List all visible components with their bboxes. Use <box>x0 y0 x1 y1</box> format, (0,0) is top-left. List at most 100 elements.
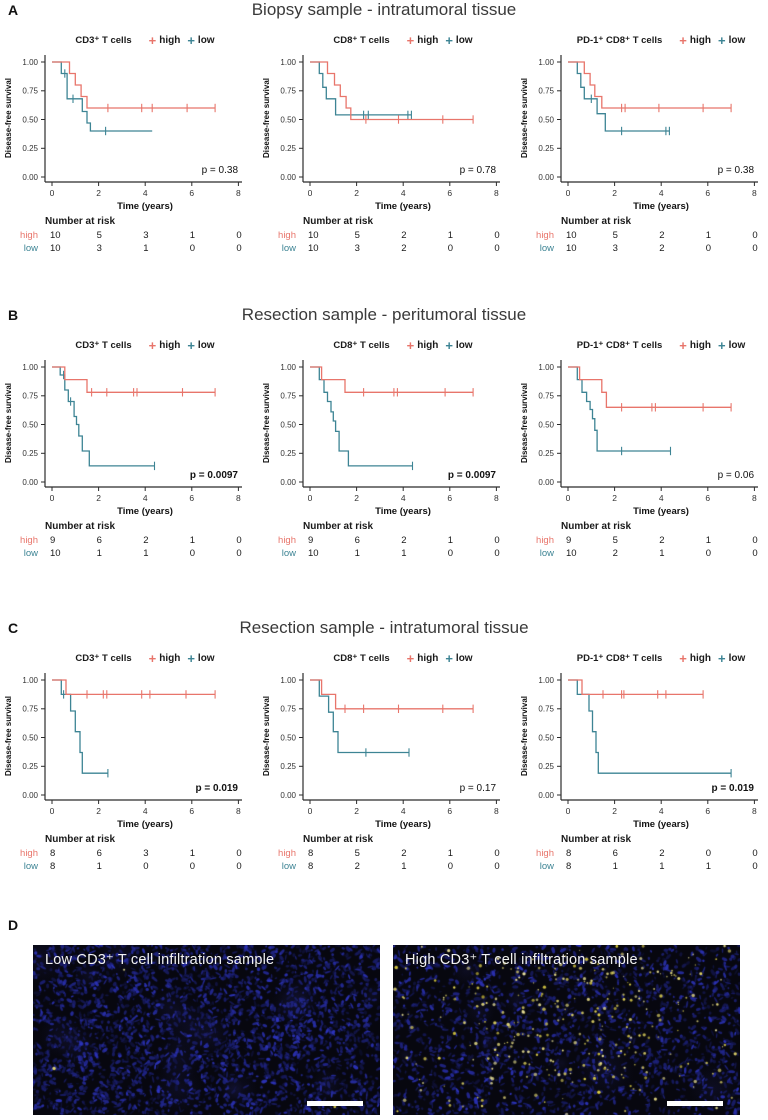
km-curve-low <box>310 679 409 754</box>
km-curve-low <box>568 679 732 774</box>
risk-table-title: Number at risk <box>45 834 116 845</box>
risk-count: 1 <box>659 548 665 559</box>
y-tick-label: 0.75 <box>280 392 296 401</box>
risk-count: 3 <box>143 848 149 859</box>
y-tick-label: 1.00 <box>280 363 296 372</box>
legend-label-high: high <box>689 652 711 664</box>
risk-count: 1 <box>96 861 102 872</box>
km-plot: 1.00 0.75 0.50 0.25 0.00 Disease-free surviva… <box>4 360 242 517</box>
panel-title: Biopsy sample - intratumoral tissue <box>251 0 517 19</box>
x-tick-label: 8 <box>236 493 241 503</box>
x-tick-label: 6 <box>189 806 194 816</box>
censor-plus-icon-low: + <box>717 32 726 48</box>
km-subplot: CD8⁺ T cells + high + low 1.00 0.75 0.50 0.25 0.0… <box>260 30 504 256</box>
y-tick-label: 1.00 <box>538 58 554 67</box>
fluorescence-image-high <box>393 945 740 1115</box>
y-tick-label: 0.50 <box>22 733 38 742</box>
plot-title: CD8⁺ T cells <box>333 652 390 664</box>
risk-row-low: low 10 1 1 0 0 <box>260 548 504 561</box>
p-value-label: p = 0.06 <box>718 470 755 481</box>
risk-count: 1 <box>447 535 454 546</box>
km-curve-high <box>310 679 474 710</box>
risk-count: 8 <box>50 848 56 859</box>
risk-table-title: Number at risk <box>303 521 374 532</box>
risk-count: 1 <box>354 548 360 559</box>
panel-c: C Resection sample - intratumoral tissue C… <box>0 618 768 874</box>
risk-count: 0 <box>189 243 196 254</box>
x-tick-label: 8 <box>494 806 499 816</box>
risk-count: 10 <box>308 230 319 241</box>
p-value-label: p = 0.38 <box>718 165 755 176</box>
censor-plus-icon-high: + <box>679 650 687 666</box>
censor-plus-icon-high: + <box>679 337 687 353</box>
x-tick-label: 0 <box>566 493 571 503</box>
risk-count: 5 <box>96 230 102 241</box>
km-plot: 1.00 0.75 0.50 0.25 0.00 Disease-free surviva… <box>4 55 242 212</box>
censor-plus-icon-low: + <box>187 337 195 353</box>
risk-count: 2 <box>659 535 665 546</box>
x-tick-label: 8 <box>236 806 241 816</box>
risk-count: 8 <box>566 861 572 872</box>
x-axis-title: Time (years) <box>375 201 431 212</box>
risk-count: 1 <box>705 535 712 546</box>
risk-row-high: high 10 5 2 1 0 <box>518 230 762 243</box>
risk-count: 1 <box>659 861 665 872</box>
km-subplot: PD-1⁺ CD8⁺ T cells + high + low 1.00 0.75 0.50 0… <box>518 648 762 874</box>
risk-row-label-low: low <box>23 548 38 559</box>
p-value-label: p = 0.019 <box>195 783 238 794</box>
censor-plus-icon-high: + <box>406 650 415 666</box>
risk-row-low: low 10 3 2 0 0 <box>260 243 504 256</box>
risk-count: 0 <box>752 848 758 859</box>
legend-label-high: high <box>417 34 439 46</box>
risk-count: 1 <box>189 848 196 859</box>
risk-count: 0 <box>752 548 758 559</box>
km-curve-high <box>52 61 216 109</box>
x-tick-label: 0 <box>50 493 55 503</box>
y-tick-label: 0.25 <box>22 144 38 153</box>
censor-plus-icon-low: + <box>445 337 453 353</box>
y-axis-title: Disease-free survival <box>520 78 529 158</box>
risk-count: 10 <box>50 548 61 559</box>
km-curve-low <box>310 366 413 467</box>
plot-header: CD3⁺ T cells + high + low <box>44 648 246 668</box>
risk-count: 0 <box>494 230 500 241</box>
risk-count: 0 <box>447 243 454 254</box>
x-tick-label: 2 <box>96 188 101 198</box>
legend-label-low: low <box>455 339 473 351</box>
km-subplot: CD3⁺ T cells + high + low 1.00 0.75 0.50 0.25 0.0… <box>2 335 246 561</box>
risk-count: 10 <box>308 548 319 559</box>
risk-count: 1 <box>401 861 407 872</box>
x-tick-label: 2 <box>354 188 359 198</box>
x-tick-label: 6 <box>189 188 194 198</box>
censor-plus-icon-high: + <box>148 337 157 353</box>
y-tick-label: 0.00 <box>280 173 296 182</box>
risk-count: 1 <box>143 548 149 559</box>
panel-title: Resection sample - intratumoral tissue <box>239 618 529 637</box>
risk-row-label-low: low <box>281 548 296 559</box>
risk-count: 0 <box>447 548 454 559</box>
plot-header: CD8⁺ T cells + high + low <box>302 335 504 355</box>
risk-count: 5 <box>612 230 618 241</box>
legend-label-low: low <box>728 34 746 46</box>
censor-plus-icon-low: + <box>187 650 195 666</box>
x-tick-label: 6 <box>705 188 710 198</box>
micro-image-low: Low CD3⁺ T cell infiltration sample <box>33 945 380 1115</box>
y-tick-label: 0.50 <box>280 733 296 742</box>
km-curve-high <box>568 366 732 408</box>
risk-count: 2 <box>401 535 407 546</box>
risk-table: Number at risk high 9 6 2 1 0 low 10 1 1 0 0 <box>2 521 246 561</box>
risk-count: 6 <box>96 848 102 859</box>
km-subplot: CD8⁺ T cells + high + low 1.00 0.75 0.50 0.25 0.0… <box>260 335 504 561</box>
risk-row-label-low: low <box>281 243 296 254</box>
x-axis-title: Time (years) <box>117 506 173 517</box>
x-tick-label: 6 <box>447 493 452 503</box>
plot-title: CD3⁺ T cells <box>75 339 132 351</box>
risk-row-label-high: high <box>278 535 296 546</box>
risk-row-label-low: low <box>281 861 296 872</box>
risk-row-high: high 10 5 3 1 0 <box>2 230 246 243</box>
p-value-label: p = 0.0097 <box>190 470 239 481</box>
x-tick-label: 8 <box>752 806 757 816</box>
p-value-label: p = 0.0097 <box>448 470 497 481</box>
x-tick-label: 4 <box>401 493 406 503</box>
risk-count: 1 <box>705 861 712 872</box>
